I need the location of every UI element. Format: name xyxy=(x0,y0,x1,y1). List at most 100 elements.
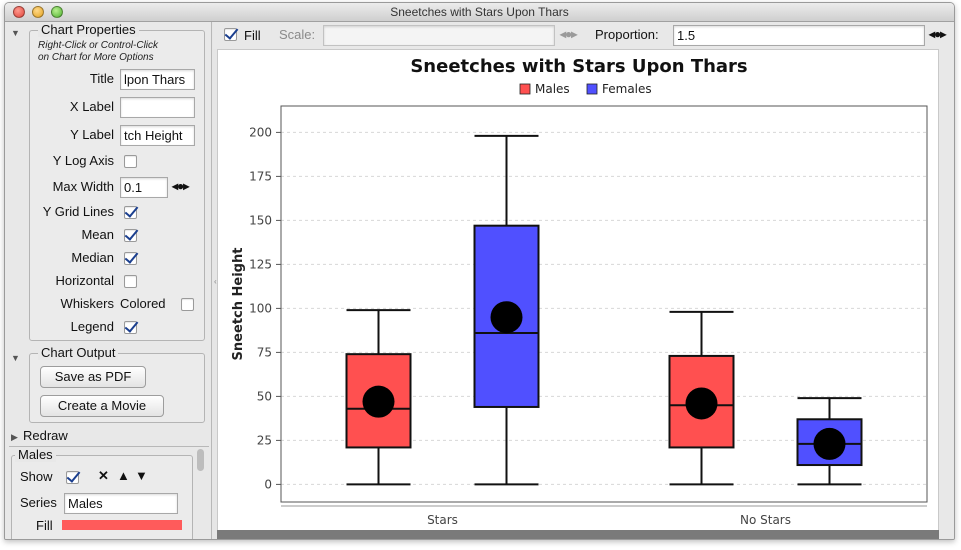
redraw-disclosure[interactable]: ▶ Redraw xyxy=(11,428,68,443)
y-tick-label: 150 xyxy=(249,213,272,227)
maxwidth-field[interactable]: 0.1 xyxy=(120,177,168,198)
hint-line-1: Right-Click or Control-Click xyxy=(38,40,159,51)
close-window-button[interactable] xyxy=(13,6,25,18)
mean-checkbox[interactable] xyxy=(124,229,137,242)
zoom-window-button[interactable] xyxy=(51,6,63,18)
xlabel-field[interactable] xyxy=(120,97,195,118)
scale-field[interactable] xyxy=(323,25,555,46)
toolbar: Fill Scale: ◂●▸ Proportion: 1.5 ◂●▸ xyxy=(213,22,954,49)
right-gutter xyxy=(939,49,954,539)
box-females-no-stars xyxy=(796,397,863,486)
horizontal-label: Horizontal xyxy=(55,273,114,288)
mean-marker xyxy=(490,301,523,334)
legend-swatch-females xyxy=(586,83,598,95)
series-panel-scrollbar[interactable] xyxy=(197,449,204,471)
y-tick-label: 50 xyxy=(257,389,272,403)
show-label: Show xyxy=(20,469,53,484)
legend-label: Legend xyxy=(70,319,114,334)
box-plot[interactable]: Sneetches with Stars Upon Thars Males Fem… xyxy=(218,50,940,532)
males-group: Males Show ✕ ▲ ▼ Series Males Fill xyxy=(11,447,193,539)
app-window: Sneetches with Stars Upon Thars ▼ Chart … xyxy=(4,2,955,540)
create-movie-button[interactable]: Create a Movie xyxy=(40,395,164,417)
mean-marker xyxy=(813,427,846,460)
series-panel: Males Show ✕ ▲ ▼ Series Males Fill xyxy=(9,446,209,539)
fill-checkbox[interactable] xyxy=(224,28,237,41)
title-field[interactable]: lpon Thars xyxy=(120,69,195,90)
title-bar: Sneetches with Stars Upon Thars xyxy=(5,3,954,22)
sidebar: ▼ Chart Properties Right-Click or Contro… xyxy=(5,22,212,539)
legend: Males Females xyxy=(519,82,652,96)
x-tick-label: Stars xyxy=(427,513,458,527)
y-tick-label: 200 xyxy=(249,125,272,139)
move-down-icon[interactable]: ▼ xyxy=(135,468,148,483)
mean-marker xyxy=(362,385,395,418)
y-tick-label: 100 xyxy=(249,301,272,315)
males-group-title: Males xyxy=(15,447,56,462)
box-males-no-stars xyxy=(668,310,735,486)
chart-area[interactable]: Sneetches with Stars Upon Thars Males Fem… xyxy=(217,49,939,531)
y-tick-label: 25 xyxy=(257,433,272,447)
divider-grip-icon: ‹ xyxy=(214,277,217,286)
mean-marker xyxy=(685,387,718,420)
proportion-field[interactable]: 1.5 xyxy=(673,25,925,46)
y-tick-label: 125 xyxy=(249,257,272,271)
proportion-label: Proportion: xyxy=(595,27,659,42)
ygrid-label: Y Grid Lines xyxy=(42,204,114,219)
chart-output-title: Chart Output xyxy=(38,345,119,360)
hint-line-2: on Chart for More Options xyxy=(38,52,154,63)
plot-frame xyxy=(280,105,928,503)
chart-title: Sneetches with Stars Upon Thars xyxy=(410,56,747,77)
proportion-slider-icon[interactable]: ◂●▸ xyxy=(929,27,946,41)
whiskers-label: Whiskers xyxy=(60,296,114,311)
legend-swatch-males xyxy=(519,83,531,95)
ylabel-label: Y Label xyxy=(70,127,114,142)
minimize-window-button[interactable] xyxy=(32,6,44,18)
legend-checkbox[interactable] xyxy=(124,321,137,334)
box-females-stars xyxy=(473,134,540,486)
title-label: Title xyxy=(89,71,114,86)
horizontal-checkbox[interactable] xyxy=(124,275,137,288)
y-tick-label: 175 xyxy=(249,169,272,183)
window-title: Sneetches with Stars Upon Thars xyxy=(390,5,569,19)
save-as-pdf-button[interactable]: Save as PDF xyxy=(40,366,146,388)
scale-label: Scale: xyxy=(279,27,316,42)
chart-output-group: Chart Output Save as PDF Create a Movie xyxy=(29,345,205,423)
series-name-field[interactable]: Males xyxy=(64,493,178,514)
xlabel-label: X Label xyxy=(69,99,114,114)
chart-output-disclosure[interactable]: ▼ xyxy=(11,349,23,364)
legend-label-males: Males xyxy=(535,82,570,96)
fill-color-swatch[interactable] xyxy=(62,520,182,530)
legend-label-females: Females xyxy=(602,82,652,96)
y-tick-label: 75 xyxy=(257,345,272,359)
chart-properties-group: Chart Properties Right-Click or Control-… xyxy=(29,22,205,341)
series-label: Series xyxy=(20,495,57,510)
maxwidth-slider-icon[interactable]: ◂●▸ xyxy=(172,179,189,193)
maxwidth-label: Max Width xyxy=(52,179,114,194)
chart-bottom-bar xyxy=(217,530,939,539)
median-checkbox[interactable] xyxy=(124,252,137,265)
chart-properties-disclosure[interactable]: ▼ xyxy=(11,24,23,39)
ylog-checkbox[interactable] xyxy=(124,155,137,168)
ylabel-field[interactable]: tch Height xyxy=(120,125,195,146)
show-checkbox[interactable] xyxy=(66,471,79,484)
disclosure-right-icon: ▶ xyxy=(11,432,18,442)
scale-slider-icon[interactable]: ◂●▸ xyxy=(560,27,577,41)
fill-color-label: Fill xyxy=(36,518,53,533)
split-pane-divider[interactable] xyxy=(212,22,217,539)
fill-label: Fill xyxy=(244,28,261,43)
ygrid-checkbox[interactable] xyxy=(124,206,137,219)
box-series xyxy=(345,134,863,486)
colored-checkbox[interactable] xyxy=(181,298,194,311)
y-axis: 0 25 50 75 100 125 150 175 200 xyxy=(249,125,281,491)
mean-label: Mean xyxy=(81,227,114,242)
move-up-icon[interactable]: ▲ xyxy=(117,468,130,483)
chart-properties-title: Chart Properties xyxy=(38,22,139,37)
disclosure-down-icon: ▼ xyxy=(11,353,20,363)
disclosure-down-icon: ▼ xyxy=(11,28,20,38)
box-males-stars xyxy=(345,309,412,486)
x-axis: Stars No Stars xyxy=(281,505,927,527)
ylog-label: Y Log Axis xyxy=(52,153,114,168)
remove-series-icon[interactable]: ✕ xyxy=(98,468,109,483)
redraw-label: Redraw xyxy=(23,428,68,443)
y-tick-label: 0 xyxy=(264,477,272,491)
